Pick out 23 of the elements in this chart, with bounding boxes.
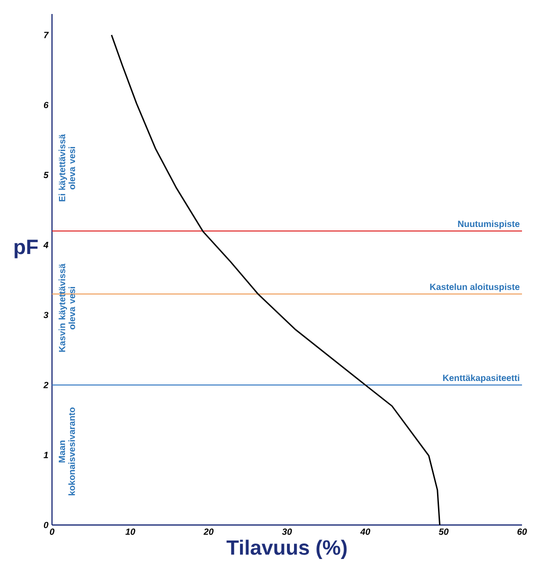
annotation: Maan kokonaisvesivaranto — [58, 408, 75, 496]
y-tick-label: 2 — [43, 382, 48, 388]
x-tick-label: 20 — [204, 528, 214, 535]
x-tick-label: 50 — [438, 528, 449, 535]
y-tick-label: 5 — [44, 172, 49, 178]
y-tick-label: 7 — [44, 32, 49, 38]
y-tick-label: 6 — [44, 102, 49, 108]
annotation: Ei käytettävissä oleva vesi — [58, 134, 76, 202]
x-tick-label: 0 — [50, 528, 54, 535]
x-tick-label: 30 — [282, 528, 292, 535]
y-tick-label: 1 — [44, 452, 48, 458]
y-tick-label: 3 — [44, 312, 48, 318]
x-tick-label: 40 — [360, 528, 370, 535]
y-axis-title: pF — [14, 240, 38, 258]
annotation: Kasvin käytettävissä oleva vesi — [58, 264, 76, 352]
ref-line-label: Nuutumispiste — [458, 220, 520, 229]
y-tick-label: 4 — [43, 242, 48, 248]
x-tick-label: 60 — [517, 528, 527, 535]
ref-line-label: Kenttäkapasiteetti — [443, 374, 520, 383]
x-axis-title: Tilavuus (%) — [226, 540, 347, 559]
ref-line-label: Kastelun aloituspiste — [430, 283, 520, 292]
x-tick-label: 10 — [125, 528, 136, 535]
y-tick-label: 0 — [44, 522, 48, 528]
